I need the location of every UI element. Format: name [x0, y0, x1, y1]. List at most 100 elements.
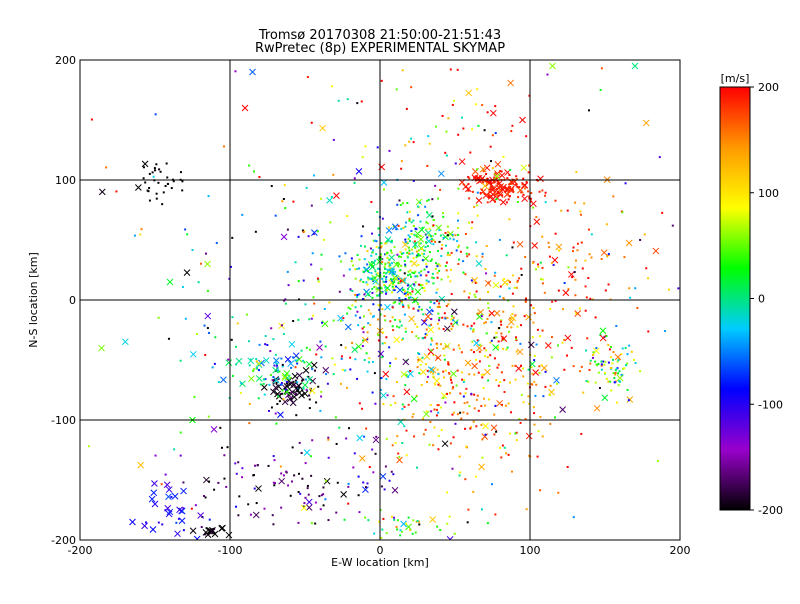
- data-point-dot: [434, 240, 437, 243]
- data-point-dot: [395, 228, 398, 231]
- data-point-dot: [375, 245, 378, 248]
- data-point-dot: [481, 188, 484, 191]
- data-point-dot: [157, 316, 160, 319]
- data-point-dot: [459, 250, 462, 253]
- data-point-dot: [414, 275, 417, 278]
- data-point-cross: [280, 233, 288, 241]
- data-point-dot: [383, 488, 386, 491]
- data-point-dot: [415, 256, 418, 259]
- data-point-dot: [389, 320, 392, 323]
- data-point-dot: [539, 489, 542, 492]
- data-point-dot: [409, 293, 412, 296]
- data-point-dot: [339, 319, 342, 322]
- data-point-dot: [442, 376, 445, 379]
- data-point-cross: [488, 309, 496, 317]
- data-point-dot: [306, 484, 309, 487]
- data-point-dot: [488, 313, 491, 316]
- data-point-dot: [429, 259, 432, 262]
- data-point-dot: [374, 270, 377, 273]
- data-point-dot: [289, 494, 292, 497]
- data-point-dot: [497, 363, 500, 366]
- data-point-dot: [408, 235, 411, 238]
- data-point-dot: [506, 346, 509, 349]
- data-point-dot: [478, 360, 481, 363]
- data-point-dot: [298, 441, 301, 444]
- data-point-dot: [498, 190, 501, 193]
- data-point-dot: [369, 312, 372, 315]
- data-point-dot: [354, 358, 357, 361]
- data-point-dot: [302, 387, 305, 390]
- data-point-dot: [247, 503, 250, 506]
- data-point-dot: [395, 285, 398, 288]
- data-point-dot: [520, 273, 523, 276]
- data-point-cross: [321, 320, 329, 328]
- data-point-dot: [574, 294, 577, 297]
- data-point-dot: [391, 239, 394, 242]
- data-point-dot: [430, 323, 433, 326]
- data-point-dot: [277, 378, 280, 381]
- data-point-dot: [371, 291, 374, 294]
- data-point-cross: [163, 481, 171, 489]
- data-point-dot: [507, 402, 510, 405]
- data-point-dot: [587, 277, 590, 280]
- data-point-dot: [439, 343, 442, 346]
- data-point-dot: [164, 509, 167, 512]
- data-point-dot: [479, 343, 482, 346]
- data-point-dot: [406, 211, 409, 214]
- data-point-dot: [332, 173, 335, 176]
- data-point-dot: [335, 442, 338, 445]
- data-point-dot: [430, 258, 433, 261]
- data-point-dot: [487, 302, 490, 305]
- data-point-dot: [172, 180, 175, 183]
- data-point-dot: [576, 249, 579, 252]
- data-point-dot: [388, 365, 391, 368]
- data-point-dot: [540, 278, 543, 281]
- data-point-cross: [555, 243, 563, 251]
- data-point-dot: [414, 227, 417, 230]
- data-point-dot: [515, 336, 518, 339]
- data-point-cross: [302, 367, 310, 374]
- data-point-dot: [444, 151, 447, 154]
- data-point-cross: [323, 477, 331, 485]
- data-point-dot: [446, 392, 449, 395]
- data-point-dot: [624, 346, 627, 349]
- data-point-dot: [217, 381, 220, 384]
- y-tick-label: 200: [55, 54, 76, 67]
- data-point-dot: [613, 381, 616, 384]
- data-point-dot: [597, 362, 600, 365]
- data-point-dot: [424, 246, 427, 249]
- data-point-dot: [528, 402, 531, 405]
- data-point-dot: [411, 415, 414, 418]
- data-point-dot: [417, 308, 420, 311]
- data-point-cross: [382, 370, 390, 378]
- data-point-dot: [362, 339, 365, 342]
- data-point-dot: [460, 417, 463, 420]
- data-point-dot: [358, 293, 361, 296]
- data-point-dot: [600, 363, 603, 366]
- data-point-dot: [427, 280, 430, 283]
- data-point-dot: [482, 373, 485, 376]
- data-point-dot: [428, 227, 431, 230]
- data-point-dot: [447, 231, 450, 234]
- data-point-dot: [658, 156, 661, 159]
- data-point-dot: [503, 379, 506, 382]
- data-point-dot: [320, 494, 323, 497]
- data-point-dot: [162, 191, 165, 194]
- data-point-dot: [270, 406, 273, 409]
- data-point-dot: [533, 412, 536, 415]
- data-point-dot: [529, 197, 532, 200]
- data-point-dot: [607, 252, 610, 255]
- data-point-dot: [436, 356, 439, 359]
- data-point-dot: [403, 313, 406, 316]
- data-point-dot: [386, 256, 389, 259]
- data-point-dot: [624, 364, 627, 367]
- data-point-dot: [397, 277, 400, 280]
- data-point-dot: [602, 360, 605, 363]
- data-point-dot: [607, 253, 610, 256]
- data-point-dot: [444, 345, 447, 348]
- data-point-dot: [589, 359, 592, 362]
- data-point-dot: [215, 241, 218, 244]
- data-point-dot: [461, 116, 464, 119]
- data-point-dot: [231, 374, 234, 377]
- data-point-dot: [469, 151, 472, 154]
